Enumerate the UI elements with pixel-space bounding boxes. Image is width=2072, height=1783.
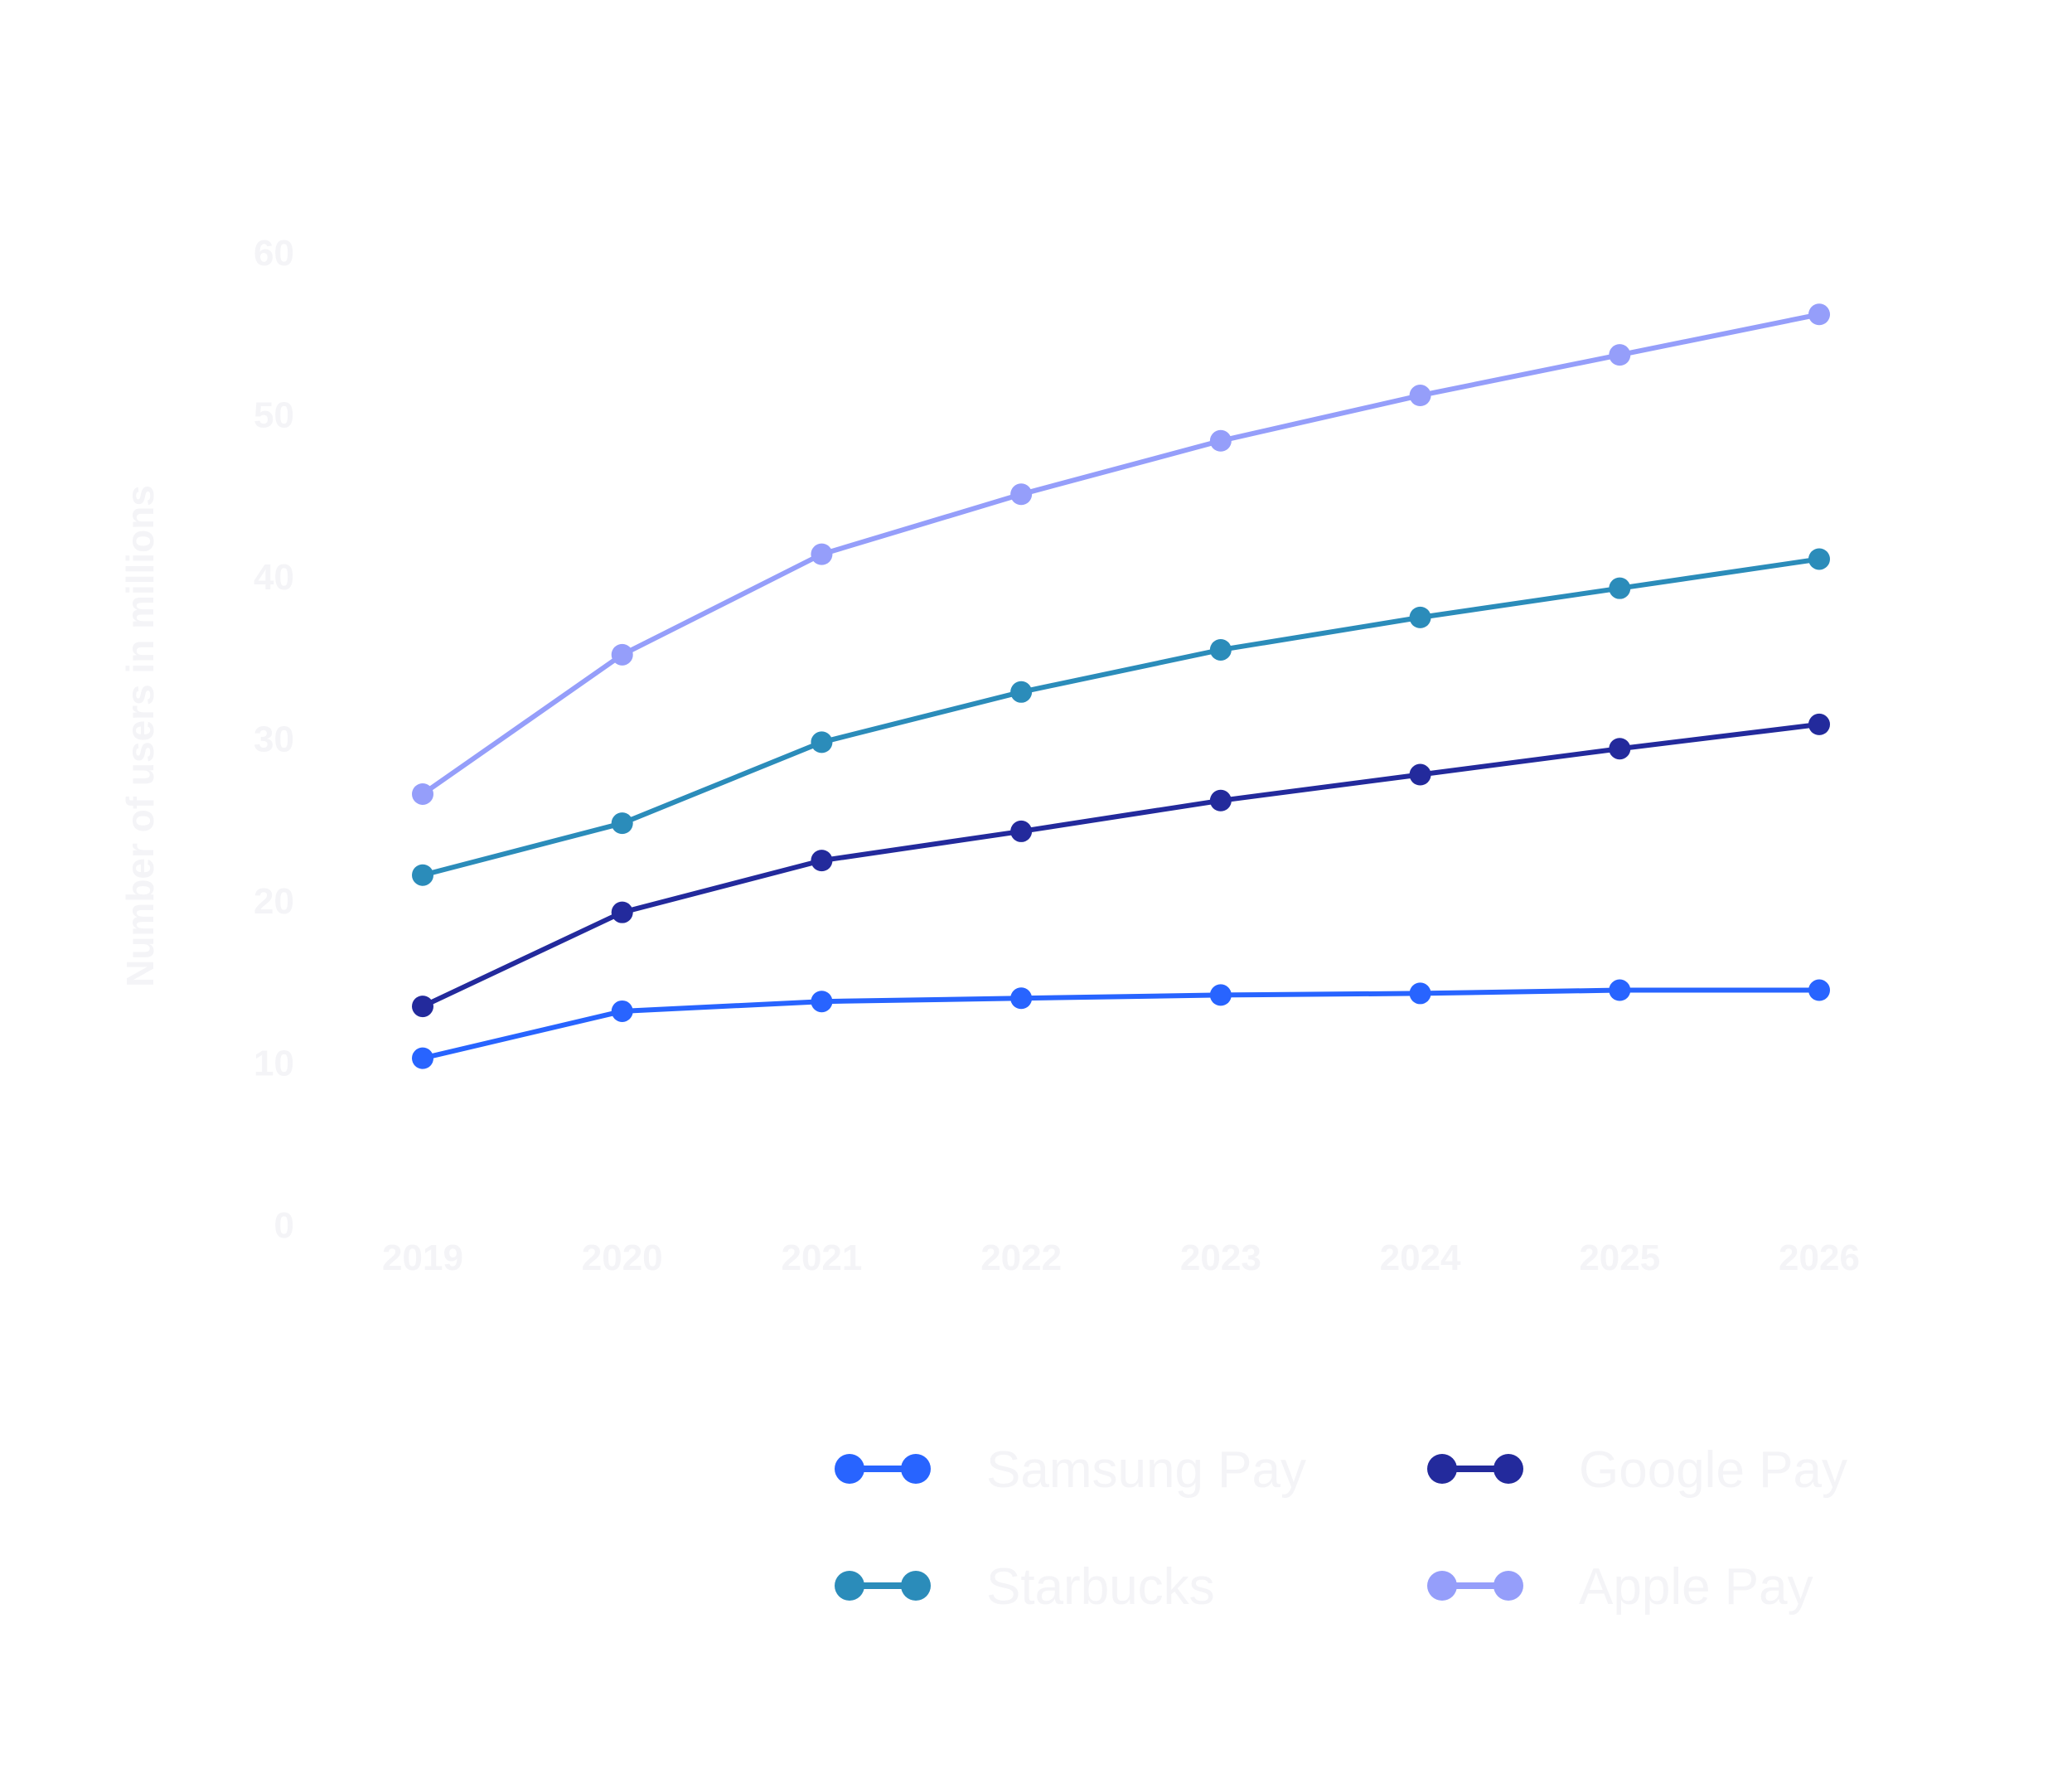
data-point[interactable]	[611, 643, 633, 666]
series-samsung-pay	[412, 979, 1830, 1069]
legend[interactable]: Samsung Pay Google Pay Starbucks Apple Pay	[835, 1441, 1847, 1616]
series-apple-pay	[412, 303, 1830, 805]
series-line	[420, 556, 1822, 878]
data-point[interactable]	[1808, 548, 1830, 570]
series-line	[420, 721, 1822, 1010]
x-tick-label: 2021	[781, 1238, 862, 1278]
x-tick-label: 2024	[1380, 1238, 1461, 1278]
data-point[interactable]	[412, 1047, 433, 1069]
data-point[interactable]	[1209, 638, 1232, 661]
series-line	[420, 987, 1822, 1061]
x-tick-label: 2023	[1180, 1238, 1261, 1278]
data-point[interactable]	[412, 782, 433, 805]
data-point[interactable]	[1209, 789, 1232, 812]
y-axis-ticks: 0 10 20 30 40 50 60	[254, 233, 294, 1246]
x-tick-label: 2025	[1579, 1238, 1660, 1278]
data-point[interactable]	[1409, 606, 1431, 628]
data-point[interactable]	[1609, 979, 1631, 1001]
y-axis-title-group: Number of users in millions	[119, 485, 162, 987]
legend-marker-icon	[835, 1571, 931, 1601]
y-tick-label: 60	[254, 233, 294, 274]
data-point[interactable]	[1209, 984, 1232, 1006]
legend-item[interactable]: Samsung Pay	[835, 1441, 1306, 1499]
data-point[interactable]	[412, 864, 433, 886]
legend-label: Starbucks	[986, 1558, 1215, 1616]
legend-label: Apple Pay	[1579, 1558, 1813, 1616]
data-point[interactable]	[1010, 987, 1033, 1010]
data-point[interactable]	[1609, 738, 1631, 760]
data-point[interactable]	[611, 1000, 633, 1022]
data-point[interactable]	[611, 812, 633, 835]
x-axis-ticks: 2019 2020 2021 2022 2023 2024 2025 2026	[382, 1238, 1860, 1278]
data-point[interactable]	[1010, 681, 1033, 703]
series-line	[420, 312, 1822, 797]
y-tick-label: 40	[254, 557, 294, 598]
data-point[interactable]	[1409, 385, 1431, 407]
legend-marker-icon	[835, 1454, 931, 1484]
series-layer	[412, 303, 1830, 1069]
data-point[interactable]	[1609, 344, 1631, 366]
x-tick-label: 2026	[1779, 1238, 1860, 1278]
x-tick-label: 2019	[382, 1238, 463, 1278]
data-point[interactable]	[1808, 303, 1830, 326]
data-point[interactable]	[811, 543, 833, 565]
y-tick-label: 0	[274, 1205, 294, 1246]
y-axis-title: Number of users in millions	[119, 485, 162, 987]
data-point[interactable]	[1808, 713, 1830, 735]
data-point[interactable]	[1409, 763, 1431, 786]
legend-marker-icon	[1427, 1571, 1523, 1601]
data-point[interactable]	[1409, 982, 1431, 1005]
series-starbucks	[412, 548, 1830, 886]
legend-item[interactable]: Apple Pay	[1427, 1558, 1813, 1616]
data-point[interactable]	[811, 850, 833, 872]
legend-label: Samsung Pay	[986, 1441, 1306, 1499]
x-tick-label: 2020	[582, 1238, 663, 1278]
y-tick-label: 20	[254, 881, 294, 922]
legend-label: Google Pay	[1579, 1441, 1847, 1499]
legend-item[interactable]: Google Pay	[1427, 1441, 1847, 1499]
data-point[interactable]	[1808, 979, 1830, 1001]
data-point[interactable]	[611, 901, 633, 923]
data-point[interactable]	[811, 731, 833, 753]
data-point[interactable]	[1010, 483, 1033, 506]
data-point[interactable]	[1010, 820, 1033, 842]
series-google-pay	[412, 713, 1830, 1018]
legend-marker-icon	[1427, 1454, 1523, 1484]
y-tick-label: 50	[254, 395, 294, 436]
y-tick-label: 30	[254, 719, 294, 760]
data-point[interactable]	[1609, 577, 1631, 599]
data-point[interactable]	[1209, 429, 1232, 452]
x-tick-label: 2022	[980, 1238, 1062, 1278]
legend-item[interactable]: Starbucks	[835, 1558, 1215, 1616]
data-point[interactable]	[412, 996, 433, 1018]
data-point[interactable]	[811, 991, 833, 1013]
y-tick-label: 10	[254, 1044, 294, 1084]
